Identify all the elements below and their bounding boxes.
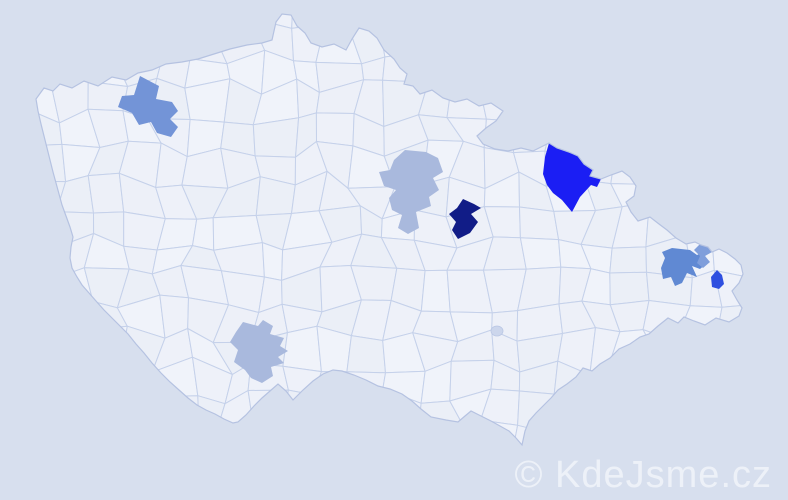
district-cell bbox=[87, 172, 125, 214]
highlighted-district-northwest bbox=[118, 76, 178, 137]
highlighted-district-east-wedge bbox=[694, 244, 712, 268]
highlighted-district-central bbox=[379, 150, 443, 234]
district-cell bbox=[282, 325, 322, 373]
highlighted-district-northeast bbox=[543, 143, 601, 212]
district-cell bbox=[346, 335, 387, 374]
highlighted-district-city-dot bbox=[490, 325, 504, 337]
district-cell bbox=[518, 206, 560, 241]
highlighted-district-east-small bbox=[711, 270, 724, 289]
district-cell bbox=[609, 271, 650, 306]
highlighted-district-central-dark bbox=[449, 199, 481, 239]
district-cell bbox=[519, 237, 562, 270]
district-cell bbox=[420, 269, 451, 313]
highlighted-district-southwest bbox=[230, 320, 288, 383]
district-cell bbox=[191, 217, 215, 251]
district-cell bbox=[252, 117, 300, 158]
highlighted-district-east bbox=[661, 248, 707, 286]
district-cell bbox=[315, 112, 355, 147]
district-cell bbox=[609, 246, 648, 274]
watermark: © KdeJsme.cz bbox=[514, 454, 772, 496]
